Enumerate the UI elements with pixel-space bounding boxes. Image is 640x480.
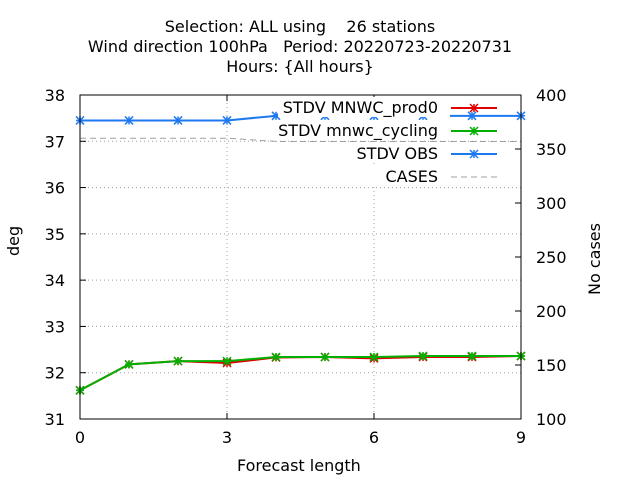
y2-tick-label: 300 xyxy=(536,194,567,213)
y2-tick-label: 250 xyxy=(536,248,567,267)
data-point-stdv-mnwc-cycling xyxy=(369,352,379,362)
x-tick-label: 3 xyxy=(222,428,232,447)
chart-title-line-2: Wind direction 100hPa Period: 20220723-2… xyxy=(87,37,513,56)
legend-text-bg xyxy=(278,97,450,117)
y-tick-label: 32 xyxy=(45,364,65,383)
y2-axis-label: No cases xyxy=(585,223,604,295)
data-point-stdv-mnwc-cycling xyxy=(418,351,428,361)
legend-label-stdv-mnwc-prod0: STDV MNWC_prod0 xyxy=(283,98,438,118)
y2-tick-label: 350 xyxy=(536,140,567,159)
legend-label-stdv-mnwc-cycling: STDV mnwc_cycling xyxy=(278,121,438,141)
legend-marker-stdv-mnwc-cycling xyxy=(469,126,479,136)
legend: STDV MNWC_prod0 STDV mnwc_cycling STDV OBS… xyxy=(278,97,497,186)
legend-text-bg xyxy=(278,143,450,163)
y2-tick-label: 400 xyxy=(536,86,567,105)
chart-title-line-1: Selection: ALL using 26 stations xyxy=(164,17,436,36)
y-tick-label: 38 xyxy=(45,86,65,105)
y2-tick-label: 150 xyxy=(536,356,567,375)
legend-marker-stdv-obs xyxy=(469,149,479,159)
data-point-stdv-mnwc-cycling xyxy=(271,352,281,362)
y-tick-label: 34 xyxy=(45,271,65,290)
data-point-stdv-mnwc-cycling xyxy=(173,356,183,366)
data-point-stdv-mnwc-cycling xyxy=(222,356,232,366)
data-point-stdv-obs xyxy=(124,115,134,125)
chart-title-line-3: Hours: {All hours} xyxy=(226,57,374,76)
data-point-stdv-mnwc-cycling xyxy=(467,351,477,361)
data-point-stdv-obs xyxy=(222,115,232,125)
x-tick-label: 0 xyxy=(75,428,85,447)
y2-tick-label: 200 xyxy=(536,302,567,321)
data-point-stdv-mnwc-cycling xyxy=(320,352,330,362)
y2-tick-label: 100 xyxy=(536,410,567,429)
axis-ticks: 0 3 6 9313233343536373810015020025030035040… xyxy=(45,86,567,447)
legend-text-bg xyxy=(278,120,450,140)
y-tick-label: 31 xyxy=(45,410,65,429)
x-tick-label: 9 xyxy=(516,428,526,447)
y-axis-label: deg xyxy=(4,225,23,256)
y-tick-label: 37 xyxy=(45,132,65,151)
data-point-stdv-obs xyxy=(173,115,183,125)
y-tick-label: 33 xyxy=(45,317,65,336)
data-point-stdv-obs xyxy=(271,111,281,121)
data-point-stdv-mnwc-cycling xyxy=(124,359,134,369)
y-tick-label: 35 xyxy=(45,225,65,244)
y-tick-label: 36 xyxy=(45,179,65,198)
data-point-stdv-obs xyxy=(467,111,477,121)
series-line-stdv-mnwc-cycling xyxy=(79,355,521,392)
legend-label-cases: CASES xyxy=(385,167,438,186)
legend-marker-stdv-mnwc-prod0 xyxy=(469,103,479,113)
series-line-cases xyxy=(80,137,521,142)
x-tick-label: 6 xyxy=(369,428,379,447)
legend-text-bg xyxy=(278,166,450,186)
legend-label-stdv-obs: STDV OBS xyxy=(357,144,438,163)
x-axis-label: Forecast length xyxy=(237,456,361,475)
